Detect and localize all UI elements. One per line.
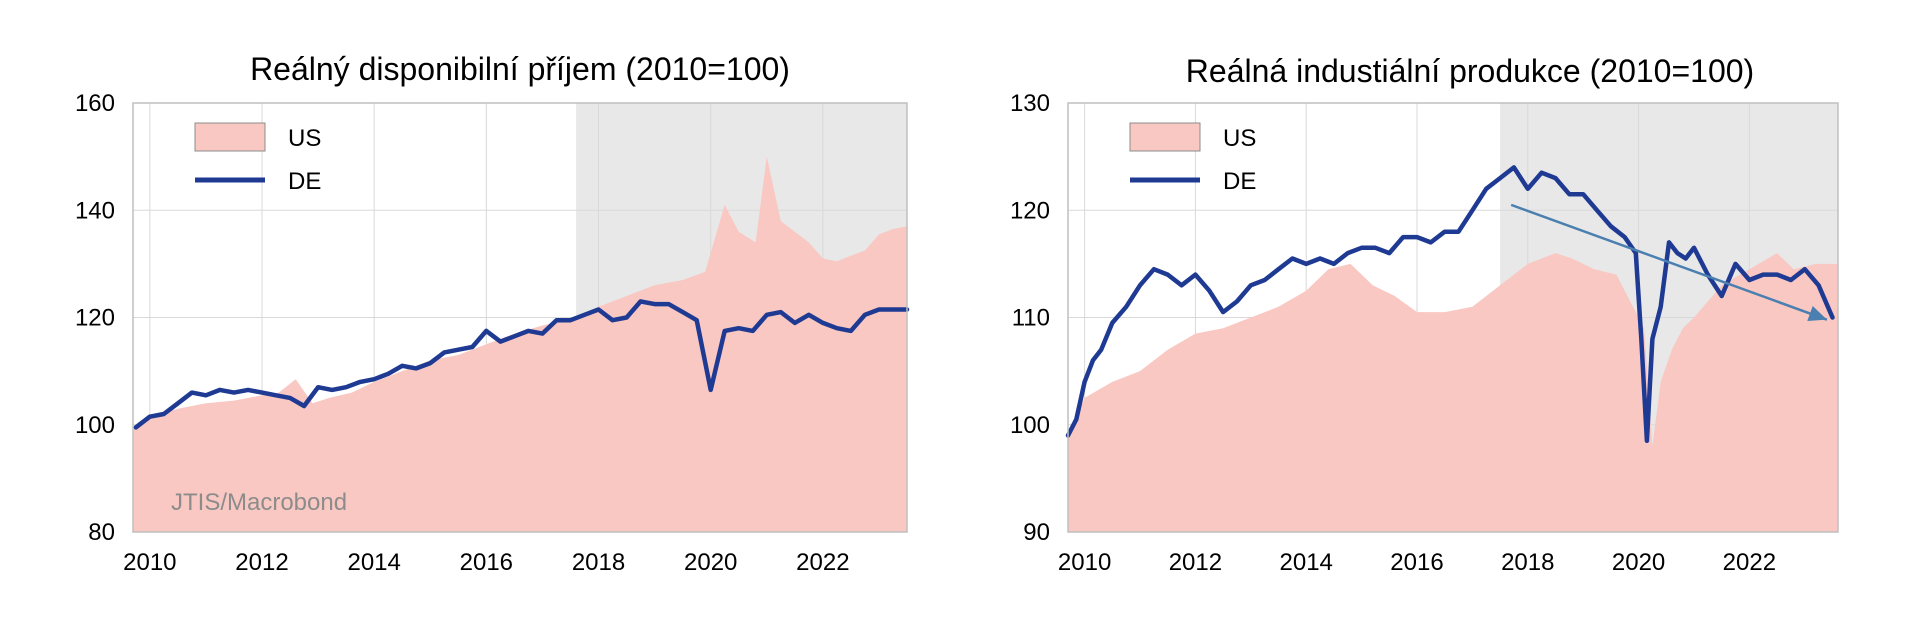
series-de-line bbox=[133, 299, 910, 430]
x-tick-label: 2010 bbox=[123, 549, 176, 576]
x-tick-label: 2020 bbox=[684, 549, 737, 576]
y-tick-label: 120 bbox=[75, 305, 115, 332]
chart-title: Reálný disponibilní příjem (2010=100) bbox=[250, 51, 790, 87]
y-tick-label: 160 bbox=[75, 90, 115, 117]
y-tick-label: 110 bbox=[1012, 305, 1050, 332]
trend-arrow-line bbox=[1510, 203, 1828, 321]
legend-label-de: DE bbox=[288, 168, 321, 195]
y-tick-label: 80 bbox=[88, 519, 115, 546]
x-tick-label: 2020 bbox=[1612, 549, 1665, 576]
chart-1: 80 100 120 140 160 2010 2012 2014 2016 2018 2020 20… bbox=[75, 51, 910, 576]
chart-2: 90 100 110 120 130 2010 2012 2014 2016 2018 2020 20… bbox=[1010, 53, 1839, 576]
plot-border bbox=[1067, 102, 1839, 533]
y-tick-label: 100 bbox=[75, 412, 115, 439]
legend-label-us: US bbox=[1223, 125, 1256, 152]
plot-border bbox=[132, 102, 908, 533]
y-tick-label: 130 bbox=[1010, 90, 1050, 117]
series-us-area bbox=[1068, 253, 1838, 532]
legend-label-us: US bbox=[288, 125, 321, 152]
y-tick-label: 100 bbox=[1010, 412, 1050, 439]
x-tick-label: 2022 bbox=[796, 549, 849, 576]
x-tick-label: 2014 bbox=[347, 549, 400, 576]
legend-swatch-us bbox=[1129, 122, 1201, 152]
x-tick-label: 2018 bbox=[1501, 549, 1554, 576]
y-tick-label: 140 bbox=[75, 197, 115, 224]
trend-arrow-head bbox=[1807, 305, 1827, 322]
series-de-line bbox=[1065, 165, 1835, 444]
legend-swatch-us bbox=[194, 122, 266, 152]
series-us-area bbox=[133, 156, 907, 532]
source-label: JTIS/Macrobond bbox=[171, 489, 347, 516]
y-tick-label: 120 bbox=[1010, 197, 1050, 224]
x-tick-label: 2016 bbox=[1390, 549, 1443, 576]
x-tick-label: 2018 bbox=[572, 549, 625, 576]
y-tick-label: 90 bbox=[1023, 519, 1050, 546]
x-tick-label: 2014 bbox=[1280, 549, 1333, 576]
x-tick-label: 2012 bbox=[235, 549, 288, 576]
chart-title: Reálná industiální produkce (2010=100) bbox=[1186, 53, 1754, 89]
x-tick-label: 2022 bbox=[1723, 549, 1776, 576]
legend-label-de: DE bbox=[1223, 168, 1256, 195]
x-tick-label: 2010 bbox=[1058, 549, 1111, 576]
x-tick-label: 2016 bbox=[460, 549, 513, 576]
x-tick-label: 2012 bbox=[1169, 549, 1222, 576]
